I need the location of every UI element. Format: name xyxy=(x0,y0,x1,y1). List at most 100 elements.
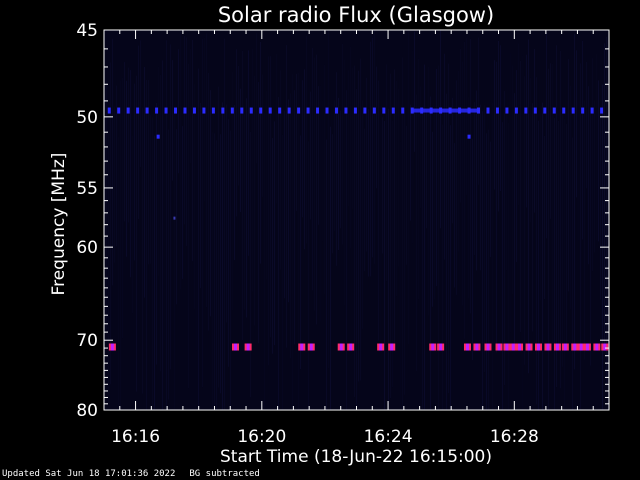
noise-streak xyxy=(200,102,201,289)
burst-core xyxy=(563,343,567,351)
spot-51mhz xyxy=(156,134,160,139)
spot-51mhz xyxy=(467,134,471,139)
noise-streak xyxy=(394,69,395,352)
noise-streak xyxy=(434,106,435,300)
noise-streak xyxy=(406,125,407,265)
noise-streak xyxy=(598,80,599,242)
noise-streak xyxy=(584,100,585,360)
burst-70mhz xyxy=(473,343,481,351)
noise-streak xyxy=(340,110,341,229)
burst-70mhz xyxy=(307,343,315,351)
noise-streak xyxy=(452,97,453,224)
noise-streak xyxy=(286,45,287,348)
band-pulse xyxy=(429,107,433,114)
noise-streak xyxy=(206,33,207,308)
noise-streak xyxy=(366,77,367,252)
noise-streak xyxy=(288,99,289,303)
burst-70mhz xyxy=(593,343,601,351)
burst-core xyxy=(518,343,522,351)
band-pulse xyxy=(192,107,196,114)
noise-streak xyxy=(400,141,401,410)
burst-70mhz xyxy=(583,343,591,351)
noise-streak xyxy=(140,40,141,167)
noise-streak xyxy=(388,108,389,411)
noise-streak xyxy=(376,66,377,189)
noise-streak xyxy=(504,91,505,386)
noise-streak xyxy=(580,63,581,411)
noise-streak xyxy=(292,74,293,409)
footer: Updated Sat Jun 18 17:01:36 2022 BG subtr… xyxy=(2,469,274,479)
noise-streak xyxy=(228,119,229,367)
burst-70mhz xyxy=(577,343,585,351)
band-pulse xyxy=(514,107,518,114)
noise-streak xyxy=(114,106,115,263)
noise-streak xyxy=(138,45,139,220)
noise-streak xyxy=(492,102,493,411)
noise-streak xyxy=(164,71,165,341)
burst-70mhz xyxy=(561,343,569,351)
noise-streak xyxy=(422,110,423,409)
noise-streak xyxy=(442,124,443,410)
noise-streak xyxy=(454,143,455,288)
noise-streak xyxy=(604,43,605,347)
burst-core xyxy=(379,343,383,351)
noise-streak xyxy=(526,54,527,208)
burst-70mhz xyxy=(495,343,503,351)
noise-streak xyxy=(180,32,181,290)
noise-streak xyxy=(270,56,271,338)
noise-streak xyxy=(550,63,551,219)
noise-streak xyxy=(382,117,383,254)
band-pulse xyxy=(155,107,159,114)
noise-streak xyxy=(280,70,281,270)
burst-70mhz xyxy=(347,343,355,351)
noise-streak xyxy=(554,118,555,410)
noise-streak xyxy=(242,50,243,340)
noise-streak xyxy=(212,132,213,410)
noise-streak xyxy=(566,123,567,351)
burst-core xyxy=(486,343,490,351)
noise-streak xyxy=(474,102,475,256)
y-tick-label: 80 xyxy=(76,401,98,421)
noise-streak xyxy=(378,80,379,341)
noise-streak xyxy=(202,38,203,388)
noise-streak xyxy=(310,91,311,220)
noise-streak xyxy=(384,121,385,410)
noise-streak xyxy=(316,54,317,325)
band-pulse xyxy=(145,107,149,114)
noise-streak xyxy=(132,135,133,314)
band-pulse xyxy=(202,107,206,114)
burst-core xyxy=(603,343,607,351)
noise-streak xyxy=(278,97,279,411)
noise-streak xyxy=(564,118,565,411)
noise-streak xyxy=(538,120,539,411)
noise-streak xyxy=(572,137,573,410)
noise-streak xyxy=(520,60,521,333)
noise-streak xyxy=(450,125,451,410)
noise-streak xyxy=(404,112,405,395)
burst-core xyxy=(497,343,501,351)
noise-streak xyxy=(534,49,535,213)
noise-streak xyxy=(456,80,457,295)
noise-streak xyxy=(284,110,285,299)
burst-core xyxy=(536,343,540,351)
noise-streak xyxy=(468,97,469,299)
noise-streak xyxy=(226,104,227,323)
noise-streak xyxy=(562,110,563,367)
noise-streak xyxy=(332,134,333,254)
burst-70mhz xyxy=(108,343,116,351)
band-continuous-segment xyxy=(411,108,479,113)
noise-streak xyxy=(282,134,283,410)
band-pulse xyxy=(571,107,575,114)
noise-streak xyxy=(122,77,123,339)
noise-streak xyxy=(396,81,397,297)
y-tick-label: 60 xyxy=(76,238,98,258)
noise-streak xyxy=(346,90,347,411)
band-pulse xyxy=(334,107,338,114)
burst-70mhz xyxy=(463,343,471,351)
y-tick-label: 55 xyxy=(76,179,98,199)
noise-streak xyxy=(192,39,193,262)
x-tick-label: 16:24 xyxy=(364,427,413,447)
band-pulse xyxy=(391,107,395,114)
noise-streak xyxy=(348,70,349,206)
